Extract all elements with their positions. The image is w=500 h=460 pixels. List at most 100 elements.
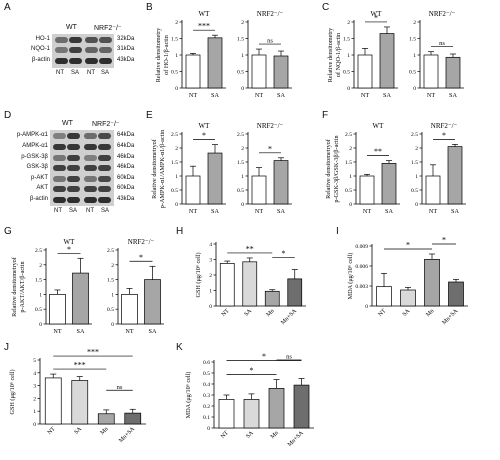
x-tick-label: SA [277, 208, 285, 215]
bar [207, 152, 223, 205]
y-axis-label: MDA (μg/10⁶ cell) [185, 372, 192, 419]
y-tick-label: 2.5 [237, 132, 244, 138]
bar [44, 377, 62, 425]
y-tick-label: 0 [207, 426, 210, 432]
blot-a-lane: NT [56, 70, 64, 76]
x-tick-label: SA [449, 92, 457, 99]
x-tick-label: NT [255, 92, 263, 99]
subplot: 0 0.5 1 1.5 2 WT NT SA *** [171, 10, 226, 99]
y-tick-label: 0 [175, 86, 178, 92]
bar [273, 55, 289, 89]
x-tick-label: Mn+SA [287, 430, 305, 448]
blot-band [69, 47, 82, 53]
y-tick-label: 0.5 [171, 70, 178, 76]
y-tick-label: 0.2 [203, 404, 210, 410]
subplot-title: NRF2⁻/⁻ [431, 122, 458, 130]
chart-i: MDA (μg/10⁶ cell) 0 0.003 0.006 0.009 NT SA Mn M… [347, 236, 468, 326]
significance-label: ** [246, 244, 254, 253]
x-tick-label: NT [427, 92, 435, 99]
bar [71, 380, 89, 425]
blot-band [84, 197, 97, 203]
y-tick-label: 0 [241, 202, 244, 208]
blot-a-group-wt: WT [66, 24, 77, 31]
bar [376, 286, 392, 307]
y-tick-label: 1.5 [409, 37, 416, 43]
panel-label-d: D [4, 110, 12, 121]
blot-band [98, 186, 111, 192]
blot-band [55, 58, 68, 64]
y-tick-label: 0 [39, 322, 42, 328]
significance-label: * [442, 236, 446, 245]
bar [273, 160, 289, 205]
subplot: 0 0.5 1 1.5 2 NRF2⁻/⁻ NT SA ns [409, 10, 464, 99]
significance-label: * [282, 249, 286, 258]
x-tick-label: SA [77, 328, 85, 335]
blot-band [85, 58, 98, 64]
bar [185, 54, 201, 89]
y-tick-label: 2 [241, 146, 244, 152]
bar [287, 278, 303, 307]
y-tick-label: 0 [209, 304, 212, 310]
y-tick-label: 0.009 [355, 244, 368, 250]
x-tick-label: Mn+SA [441, 308, 459, 326]
y-tick-label: 0.3 [203, 393, 210, 399]
significance-label: * [250, 366, 254, 375]
y-tick-label: 1 [415, 174, 418, 180]
subplot-title: NRF2⁻/⁻ [128, 238, 155, 246]
blot-d-kda: 64kDa [117, 143, 135, 149]
x-tick-label: SA [73, 426, 83, 436]
y-tick-label: 1.5 [107, 278, 114, 284]
blot-d-group-nrf2: NRF2⁻/⁻ [92, 121, 120, 128]
x-tick-label: SA [149, 328, 157, 335]
blot-band [85, 37, 98, 43]
chart-j: GSH (μg/10⁶ cell) 0 1 2 3 4 5 NT SA Mn Mn+SA ******… [9, 348, 146, 444]
y-tick-label: 2 [347, 20, 350, 26]
bar [445, 56, 461, 89]
blot-d-row-label: GSK-3β [26, 164, 48, 170]
y-tick-label: 1 [241, 174, 244, 180]
y-axis-label: of NQO-1/β-actin [335, 33, 342, 77]
blot-d-row-label: p-AMPK-α1 [16, 132, 48, 138]
y-tick-label: 2.5 [345, 132, 352, 138]
y-tick-label: 1.5 [411, 160, 418, 166]
x-tick-label: NT [220, 430, 230, 440]
y-tick-label: 2.5 [411, 132, 418, 138]
x-tick-label: SA [451, 208, 459, 215]
y-axis-label: GSH (μg/10⁶ cell) [195, 253, 202, 298]
panel-label-f: F [322, 110, 329, 121]
y-axis-label: Relative densitometryof [151, 138, 158, 199]
y-tick-label: 1.5 [343, 37, 350, 43]
bar [424, 258, 440, 307]
y-tick-label: 5 [33, 358, 36, 364]
y-tick-label: 1 [39, 292, 42, 298]
y-tick-label: 0 [413, 86, 416, 92]
x-tick-label: SA [383, 92, 391, 99]
panel-label-g: G [4, 226, 12, 237]
blot-d-kda: 60kDa [117, 175, 135, 181]
bar [379, 33, 395, 89]
y-tick-label: 1.5 [35, 278, 42, 284]
blot-band [84, 186, 97, 192]
panel-label-a: A [4, 2, 11, 13]
bar [400, 289, 416, 307]
y-tick-label: 1 [175, 53, 178, 59]
bar [207, 37, 223, 89]
subplot: 0 0.5 1 1.5 2 2.5 NRF2⁻/⁻ NT SA * [411, 122, 466, 215]
blot-band [84, 144, 97, 150]
bar [359, 175, 375, 205]
y-tick-label: 1 [209, 289, 212, 295]
y-tick-label: 0.5 [237, 70, 244, 76]
y-axis-label: Relative densitometry [155, 27, 162, 82]
panel-label-e: E [146, 110, 153, 121]
y-tick-label: 3 [33, 384, 36, 390]
bar [293, 384, 310, 429]
blot-band [67, 197, 80, 203]
significance-label: * [406, 241, 410, 250]
blot-a-row-label: NQO-1 [30, 46, 50, 52]
y-tick-label: 0.5 [203, 371, 210, 377]
x-tick-label: SA [243, 308, 253, 318]
subplot: 0 0.5 1 1.5 2 2.5 WT NT SA * [35, 238, 92, 335]
y-tick-label: 2 [33, 396, 36, 402]
subplot-title: NRF2⁻/⁻ [257, 10, 284, 18]
